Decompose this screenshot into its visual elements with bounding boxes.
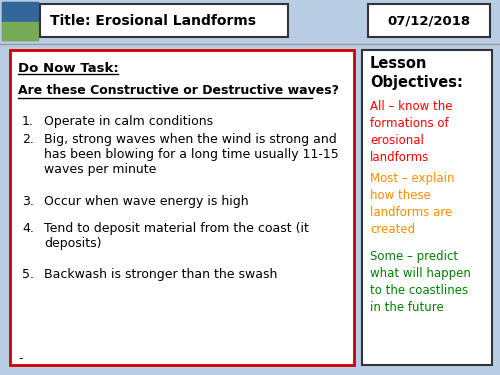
Text: Do Now Task:: Do Now Task: (18, 62, 119, 75)
Text: 1.: 1. (22, 115, 34, 128)
Text: Tend to deposit material from the coast (it
deposits): Tend to deposit material from the coast … (44, 222, 309, 250)
FancyBboxPatch shape (10, 50, 354, 365)
FancyBboxPatch shape (368, 4, 490, 37)
FancyBboxPatch shape (40, 4, 288, 37)
Text: Are these Constructive or Destructive waves?: Are these Constructive or Destructive wa… (18, 84, 339, 97)
Text: 5.: 5. (22, 268, 34, 281)
Text: Lesson
Objectives:: Lesson Objectives: (370, 56, 463, 90)
Text: 4.: 4. (22, 222, 34, 235)
FancyBboxPatch shape (362, 50, 492, 365)
FancyBboxPatch shape (2, 2, 38, 40)
Text: Most – explain
how these
landforms are
created: Most – explain how these landforms are c… (370, 172, 454, 236)
Text: Big, strong waves when the wind is strong and
has been blowing for a long time u: Big, strong waves when the wind is stron… (44, 133, 339, 176)
Text: -: - (18, 352, 22, 365)
Text: All – know the
formations of
erosional
landforms: All – know the formations of erosional l… (370, 100, 452, 164)
Text: 2.: 2. (22, 133, 34, 146)
Text: Title: Erosional Landforms: Title: Erosional Landforms (50, 14, 256, 28)
Text: Operate in calm conditions: Operate in calm conditions (44, 115, 213, 128)
Text: Backwash is stronger than the swash: Backwash is stronger than the swash (44, 268, 278, 281)
Text: Occur when wave energy is high: Occur when wave energy is high (44, 195, 249, 208)
Text: 3.: 3. (22, 195, 34, 208)
Text: Some – predict
what will happen
to the coastlines
in the future: Some – predict what will happen to the c… (370, 250, 471, 314)
Text: 07/12/2018: 07/12/2018 (388, 15, 470, 27)
